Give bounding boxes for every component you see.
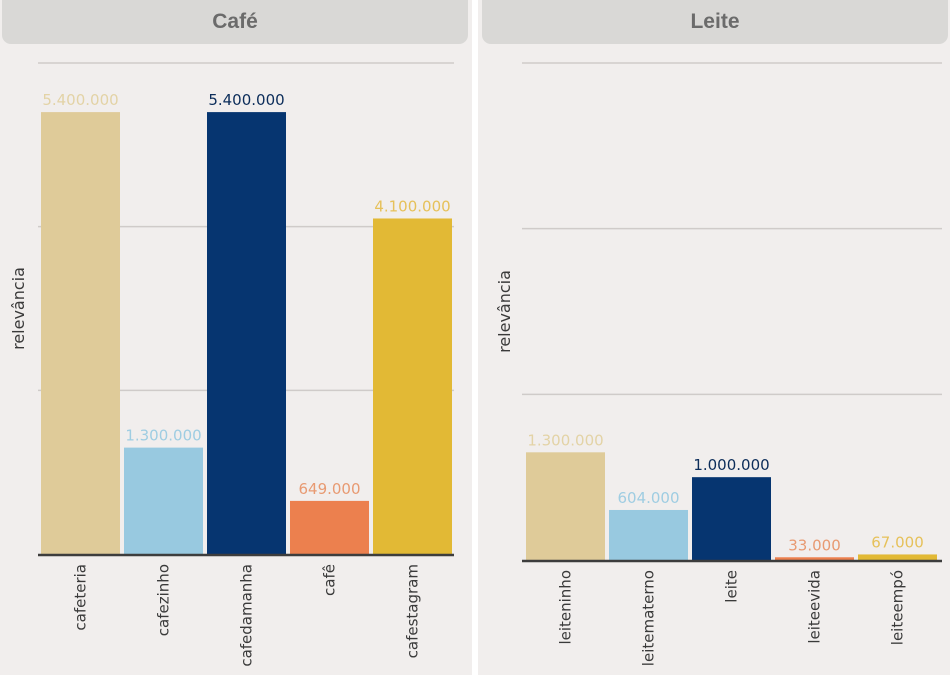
bar-chart-leite: relevância 1.300.000 leiteninho 604.000 leit… [495, 62, 942, 666]
chart-panel-leite: Leite relevância 1.300.000 leiteninho 604.0… [478, 0, 950, 675]
x-tick-label: cafezinho [155, 564, 173, 636]
bar-leiteempó [858, 554, 937, 560]
value-label: 604.000 [617, 489, 679, 507]
value-label: 1.300.000 [125, 427, 201, 445]
bar-leitematerno [609, 509, 688, 560]
chart-title: Café [2, 0, 468, 44]
x-tick-label: cafestagram [404, 564, 422, 658]
y-axis-label: relevância [9, 267, 28, 350]
x-tick-label: leiteninho [557, 570, 575, 645]
bar-chart-cafe: relevância 5.400.000 cafeteria 1.300.000 caf… [9, 62, 454, 667]
bar-cafestagram [373, 218, 452, 554]
bar-cafê [290, 500, 369, 554]
value-label: 649.000 [298, 480, 360, 498]
value-label: 67.000 [871, 533, 924, 551]
x-tick-label: leitematerno [640, 570, 658, 666]
bar-cafezinho [124, 447, 203, 554]
bar-leiteninho [526, 452, 605, 560]
bar-cafedamanha [207, 112, 286, 554]
x-tick-label: leiteempó [889, 570, 907, 645]
bar-cafeteria [41, 112, 120, 554]
value-label: 5.400.000 [208, 91, 284, 109]
x-tick-label: leite [723, 570, 741, 603]
bar-leite [692, 477, 771, 560]
x-tick-label: cafedamanha [238, 564, 256, 667]
chart-title: Leite [482, 0, 948, 44]
value-label: 1.000.000 [693, 456, 769, 474]
value-label: 1.300.000 [527, 431, 603, 449]
bar-leiteevida [775, 557, 854, 560]
x-tick-label: leiteevida [806, 570, 824, 644]
y-axis-label: relevância [495, 270, 514, 353]
value-label: 5.400.000 [42, 91, 118, 109]
value-label: 4.100.000 [374, 197, 450, 215]
chart-panel-cafe: Café relevância 5.400.000 cafeteria 1.300.0… [0, 0, 472, 675]
x-tick-label: cafeteria [72, 564, 90, 631]
value-label: 33.000 [788, 536, 841, 554]
x-tick-label: cafê [321, 564, 339, 596]
